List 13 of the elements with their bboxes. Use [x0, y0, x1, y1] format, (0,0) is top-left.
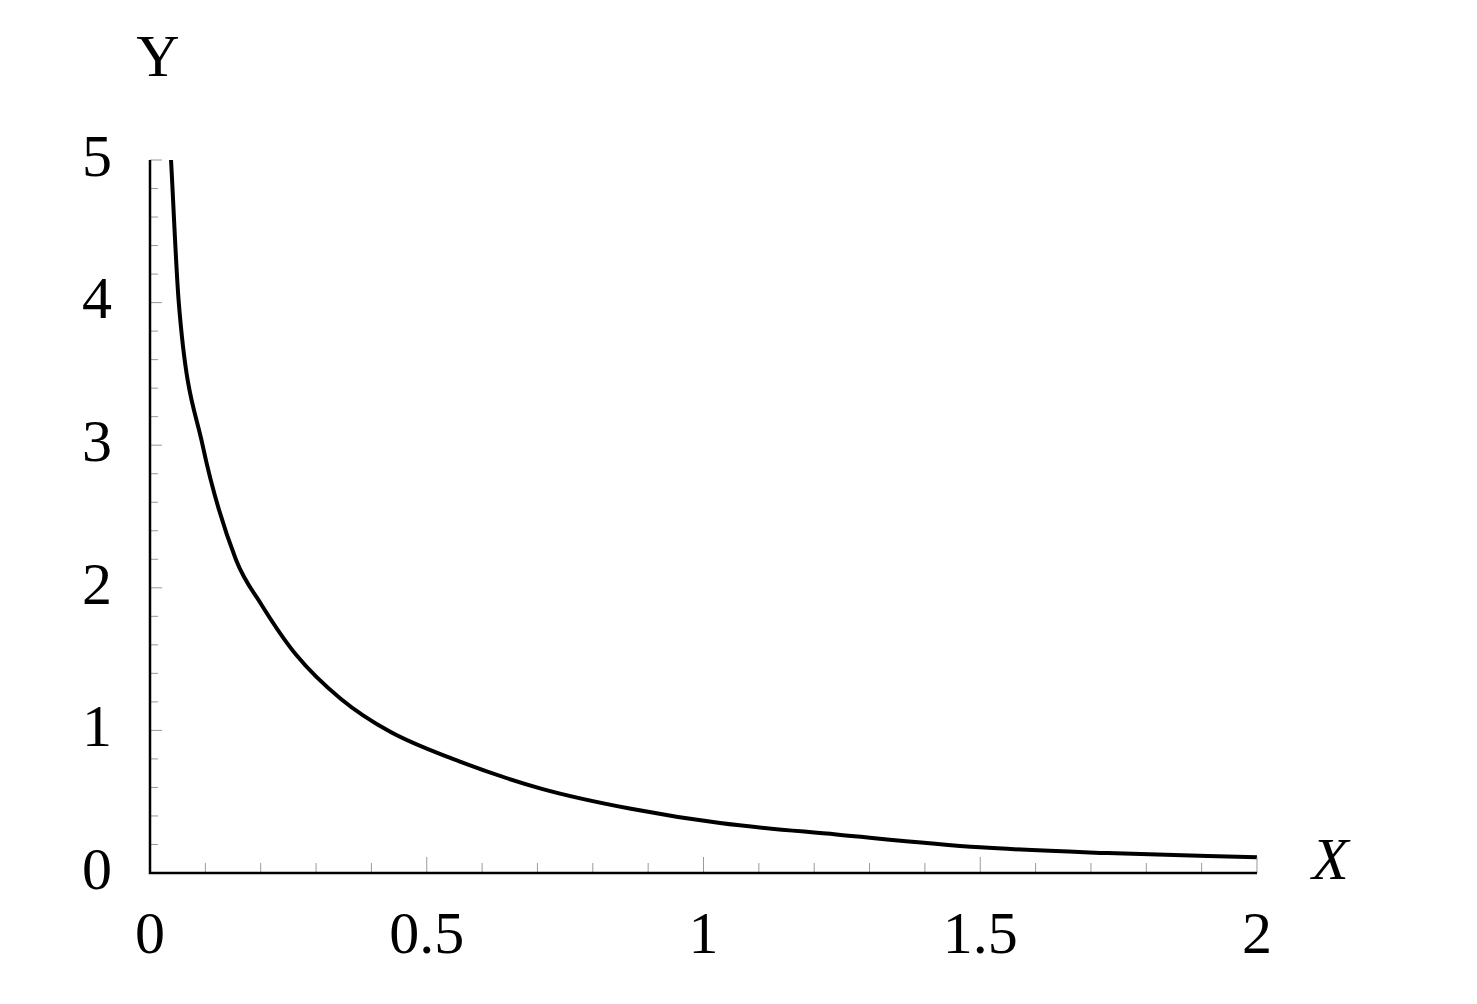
y-tick-label: 3 — [82, 407, 112, 474]
x-tick-label: 0 — [135, 899, 165, 966]
y-tick-label: 4 — [82, 265, 112, 332]
y-tick-label: 5 — [82, 122, 112, 189]
x-tick-label: 1.5 — [942, 899, 1018, 966]
x-tick-label: 2 — [1242, 899, 1272, 966]
x-tick-label: 0.5 — [389, 899, 465, 966]
x-tick-label: 1 — [688, 899, 719, 966]
y-tick-label: 1 — [82, 693, 112, 760]
y-tick-label: 0 — [82, 835, 112, 902]
y-axis-title: Y — [136, 22, 180, 89]
y-tick-label: 2 — [82, 550, 112, 617]
x-axis-title: X — [1310, 825, 1351, 892]
